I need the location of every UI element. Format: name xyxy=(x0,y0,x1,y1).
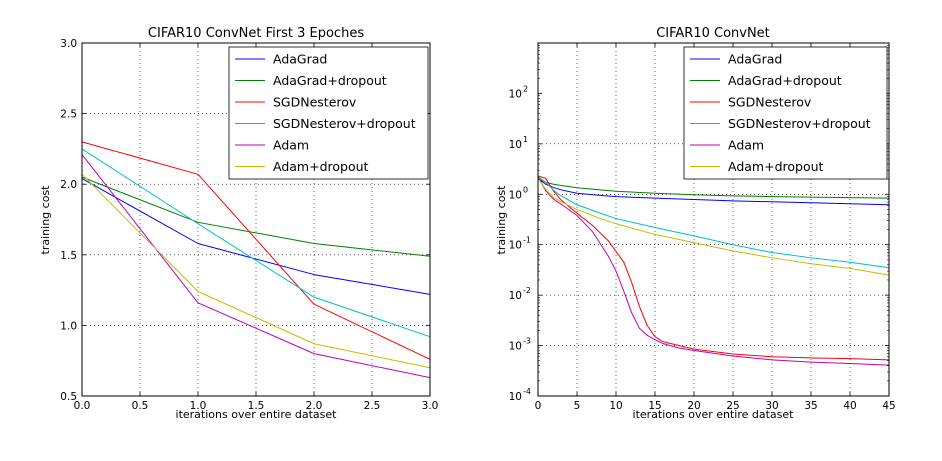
grid-left xyxy=(82,43,430,396)
y-axis-label-right: training cost xyxy=(495,185,508,255)
x-tick-label: 40 xyxy=(843,400,856,412)
x-tick-label: 30 xyxy=(765,400,778,412)
legend-label: SGDNesterov+dropout xyxy=(273,116,416,131)
series-line-adam-dropout xyxy=(81,173,431,369)
x-tick-label: 1.5 xyxy=(248,400,265,412)
y-tick-label-exponent: 0 xyxy=(523,185,528,194)
series-lines-right xyxy=(537,175,890,366)
x-tick-label: 2.5 xyxy=(364,400,381,412)
y-tick-label-base: 10 xyxy=(509,240,522,252)
y-tick-label-base: 10 xyxy=(509,88,522,100)
y-tick-label: 1.5 xyxy=(60,250,77,262)
series-line-sgdnesterov xyxy=(537,175,890,361)
series-line-sgdnesterov xyxy=(81,141,431,360)
x-tick-label: 10 xyxy=(609,400,622,412)
chart-left: 0.0 0.5 1.0 1.5 2.0 2.5 3.00.51.01.52.02.53.0 … xyxy=(39,26,438,421)
x-tick-label: 45 xyxy=(882,400,895,412)
y-tick-label: 2.0 xyxy=(60,179,77,191)
y-tick-label-base: 10 xyxy=(509,341,522,353)
legend-label: SGDNesterov xyxy=(273,95,357,110)
series-line-adagrad xyxy=(537,178,890,206)
legend-right: AdaGrad AdaGrad+dropout SGDNesterov SGDNest… xyxy=(683,46,888,180)
series-line-sgdnesterov-dropout xyxy=(537,176,890,269)
x-tick-label: 1.0 xyxy=(190,400,207,412)
legend-box xyxy=(228,46,429,180)
series-line-sgdnesterov-dropout xyxy=(81,148,431,338)
y-tick-label-exponent: -1 xyxy=(523,236,531,245)
y-tick-label: 3.0 xyxy=(60,38,77,50)
y-tick-label: 1.0 xyxy=(60,320,77,332)
legend-label: AdaGrad xyxy=(728,52,782,67)
ticks-left: 0.0 0.5 1.0 1.5 2.0 2.5 3.00.51.01.52.02.53.0 xyxy=(60,38,438,412)
y-tick-label: 2.5 xyxy=(60,109,77,121)
legend-left: AdaGrad AdaGrad+dropout SGDNesterov SGDNest… xyxy=(228,46,429,180)
legend-label: Adam xyxy=(728,138,764,153)
chart-title-left: CIFAR10 ConvNet First 3 Epoches xyxy=(148,26,364,41)
x-axis-label-left: iterations over entire dataset xyxy=(176,408,338,421)
y-tick-label-exponent: -3 xyxy=(523,337,531,346)
y-tick-label-base: 10 xyxy=(509,189,522,201)
x-tick-label: 20 xyxy=(687,400,700,412)
series-line-adagrad xyxy=(81,178,431,295)
x-tick-label: 25 xyxy=(726,400,739,412)
x-tick-label: 3.0 xyxy=(422,400,439,412)
series-line-adam xyxy=(537,176,890,366)
series-line-adam xyxy=(81,154,431,379)
legend-label: AdaGrad+dropout xyxy=(273,73,387,88)
y-tick-label: 0.5 xyxy=(60,391,77,403)
legend-label: SGDNesterov+dropout xyxy=(728,116,871,131)
x-tick-label: 0.0 xyxy=(74,400,91,412)
y-tick-label-base: 10 xyxy=(509,391,522,403)
x-tick-label: 0 xyxy=(535,400,542,412)
legend-label: Adam xyxy=(273,138,309,153)
chart-title-right: CIFAR10 ConvNet xyxy=(656,26,770,41)
x-tick-label: 2.0 xyxy=(306,400,323,412)
x-tick-label: 15 xyxy=(648,400,661,412)
legend-label: SGDNesterov xyxy=(728,95,812,110)
series-line-adagrad-dropout xyxy=(537,178,890,199)
x-tick-label: 35 xyxy=(804,400,817,412)
x-axis-label-right: iterations over entire dataset xyxy=(633,408,795,421)
y-tick-label-exponent: -4 xyxy=(523,387,531,396)
plot-frame-right xyxy=(537,42,890,397)
y-tick-label-exponent: -2 xyxy=(523,286,531,295)
plot-frame-left xyxy=(81,42,431,397)
legend-label: AdaGrad xyxy=(273,52,327,67)
y-tick-label-exponent: 2 xyxy=(523,84,528,93)
y-tick-label-base: 10 xyxy=(509,139,522,151)
y-tick-label-base: 10 xyxy=(509,290,522,302)
series-lines-left xyxy=(81,141,431,379)
x-tick-label: 0.5 xyxy=(132,400,149,412)
series-line-adagrad-dropout xyxy=(81,176,431,257)
legend-box xyxy=(683,46,888,180)
legend-label: Adam+dropout xyxy=(273,159,369,174)
legend-label: AdaGrad+dropout xyxy=(728,73,842,88)
y-axis-label-left: training cost xyxy=(39,185,52,255)
series-line-adam-dropout xyxy=(537,178,890,276)
legend-label: Adam+dropout xyxy=(728,159,824,174)
x-tick-label: 5 xyxy=(574,400,581,412)
y-tick-label-exponent: 1 xyxy=(523,135,528,144)
